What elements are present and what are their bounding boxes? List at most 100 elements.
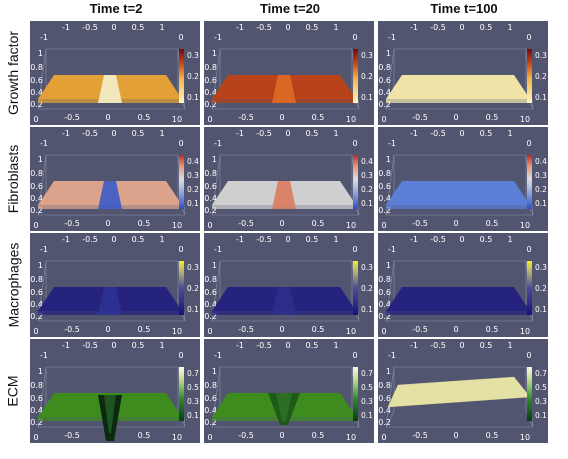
axis-tick-back: 0 <box>285 341 290 350</box>
axis-tick-front: 0.5 <box>138 325 151 334</box>
axis-tick-back: -0.5 <box>82 235 98 244</box>
axis-tick-back-right: 0 <box>178 351 183 360</box>
axis-tick-back-left: -1 <box>40 245 48 254</box>
colorbar <box>353 155 358 209</box>
axis-tick-vertical: 0.4 <box>378 194 391 203</box>
axis-tick-back-right: 0 <box>178 245 183 254</box>
axis-tick-back: -1 <box>236 341 244 350</box>
axis-tick-back: 1 <box>159 235 164 244</box>
axis-tick-vertical: 0.2 <box>30 418 43 427</box>
axis-tick-back: 0.5 <box>480 341 493 350</box>
axis-tick-front-left: 0 <box>381 433 386 442</box>
axis-tick-back: -1 <box>410 23 418 32</box>
axis-tick-back-right: 0 <box>352 245 357 254</box>
axis-tick-back-left: -1 <box>388 139 396 148</box>
colorbar-tick: 0.7 <box>187 369 199 378</box>
axis-tick-vertical: 0.2 <box>204 100 217 109</box>
colorbar-tick: 0.4 <box>361 157 373 166</box>
colorbar-tick: 0.2 <box>187 72 199 81</box>
axis-tick-front: 0.5 <box>138 431 151 440</box>
axis-tick-front: -0.5 <box>412 431 428 440</box>
colorbar <box>179 155 184 209</box>
colorbar-tick: 0.4 <box>187 157 199 166</box>
colorbar-tick: 0.2 <box>535 284 547 293</box>
colorbar-tick: 0.1 <box>535 305 547 314</box>
panel-macrophages-t100: -1 -1 -0.5 0 0.5 1 0 1 0.8 0.6 0.4 0.2 0 -0.5 0 0.5 10 0.… <box>378 233 548 337</box>
axis-tick-vertical: 0.2 <box>30 206 43 215</box>
axis-tick-back: 0 <box>459 129 464 138</box>
colorbar-tick: 0.5 <box>187 383 199 392</box>
panel-fibroblasts-t100: -1 -1 -0.5 0 0.5 1 0 1 0.8 0.6 0.4 0.2 0 -0.5 0 0.5 10 0.… <box>378 127 548 231</box>
colorbar-tick: 0.1 <box>187 411 199 420</box>
surface <box>386 181 530 209</box>
axis-tick-back: 1 <box>333 129 338 138</box>
axis-tick-front-right: 10 <box>520 221 530 230</box>
panel-fibroblasts-t20: -1 -1 -0.5 0 0.5 1 0 1 0.8 0.6 0.4 0.2 0 -0.5 0 0.5 10 0.… <box>204 127 374 231</box>
axis-tick-front: -0.5 <box>412 325 428 334</box>
axis-tick-back-left: -1 <box>388 33 396 42</box>
axis-tick-vertical: 0.2 <box>378 312 391 321</box>
axis-tick-front-right: 10 <box>172 221 182 230</box>
axis-tick-back: 1 <box>507 235 512 244</box>
colorbar-tick: 0.1 <box>535 199 547 208</box>
colorbar-tick: 0.3 <box>187 263 199 272</box>
axis-tick-vertical: 0.4 <box>378 300 391 309</box>
axis-tick-back: 1 <box>507 23 512 32</box>
axis-tick-front-left: 0 <box>381 221 386 230</box>
colorbar-tick: 0.1 <box>187 305 199 314</box>
row-label-ecm: ECM <box>5 375 21 407</box>
axis-tick-front: 0 <box>453 113 458 122</box>
axis-tick-back: -0.5 <box>430 129 446 138</box>
axis-tick-back: -0.5 <box>256 341 272 350</box>
axis-tick-front-left: 0 <box>207 327 212 336</box>
colorbar-tick: 0.3 <box>535 263 547 272</box>
axis-tick-front: 0 <box>453 219 458 228</box>
axis-tick-back: -0.5 <box>256 235 272 244</box>
axis-tick-front-left: 0 <box>207 115 212 124</box>
axis-tick-back-right: 0 <box>526 351 531 360</box>
axis-tick-back: 0.5 <box>306 129 319 138</box>
axis-tick-back-left: -1 <box>214 33 222 42</box>
axis-tick-front-left: 0 <box>33 221 38 230</box>
axis-tick-front: 0 <box>279 219 284 228</box>
colorbar-tick: 0.1 <box>535 93 547 102</box>
axis-tick-front-left: 0 <box>207 221 212 230</box>
axis-tick-front-right: 10 <box>520 433 530 442</box>
colorbar <box>527 155 532 209</box>
column-header-t20: Time t=20 <box>259 1 321 16</box>
axis-tick-back: -1 <box>62 235 70 244</box>
axis-tick-back: 0.5 <box>306 23 319 32</box>
axis-tick-vertical: 1 <box>386 155 391 164</box>
axis-tick-front: 0 <box>105 325 110 334</box>
axis-tick-back: -0.5 <box>430 23 446 32</box>
axis-tick-front: -0.5 <box>238 113 254 122</box>
axis-tick-front: -0.5 <box>412 113 428 122</box>
axis-tick-vertical: 0.8 <box>378 169 391 178</box>
axis-tick-vertical: 1 <box>212 367 217 376</box>
axis-tick-vertical: 0.4 <box>378 88 391 97</box>
axis-tick-back-left: -1 <box>40 139 48 148</box>
axis-tick-back: 0 <box>111 23 116 32</box>
surface <box>38 181 182 209</box>
colorbar-tick: 0.4 <box>535 157 547 166</box>
surface <box>212 75 356 103</box>
colorbar-tick: 0.5 <box>535 383 547 392</box>
axis-tick-vertical: 1 <box>38 367 43 376</box>
axis-tick-back-left: -1 <box>214 139 222 148</box>
axis-tick-back: -0.5 <box>256 23 272 32</box>
colorbar-tick: 0.2 <box>535 72 547 81</box>
colorbar-tick: 0.2 <box>361 185 373 194</box>
panel-growth-factor-t20: -1 -1 -0.5 0 0.5 1 0 1 0.8 0.6 0.4 0.2 0 -0.5 0 0.5 10 0.… <box>204 21 374 125</box>
axis-tick-vertical: 0.2 <box>204 206 217 215</box>
row-label-macrophages: Macrophages <box>5 242 22 328</box>
axis-tick-vertical: 0.6 <box>30 76 43 85</box>
axis-tick-back: -1 <box>410 235 418 244</box>
axis-tick-front: 0 <box>279 113 284 122</box>
axis-tick-vertical: 1 <box>38 261 43 270</box>
axis-tick-vertical: 1 <box>212 261 217 270</box>
surface <box>212 287 356 315</box>
axis-tick-vertical: 0.6 <box>30 394 43 403</box>
axis-tick-front: 0 <box>279 325 284 334</box>
